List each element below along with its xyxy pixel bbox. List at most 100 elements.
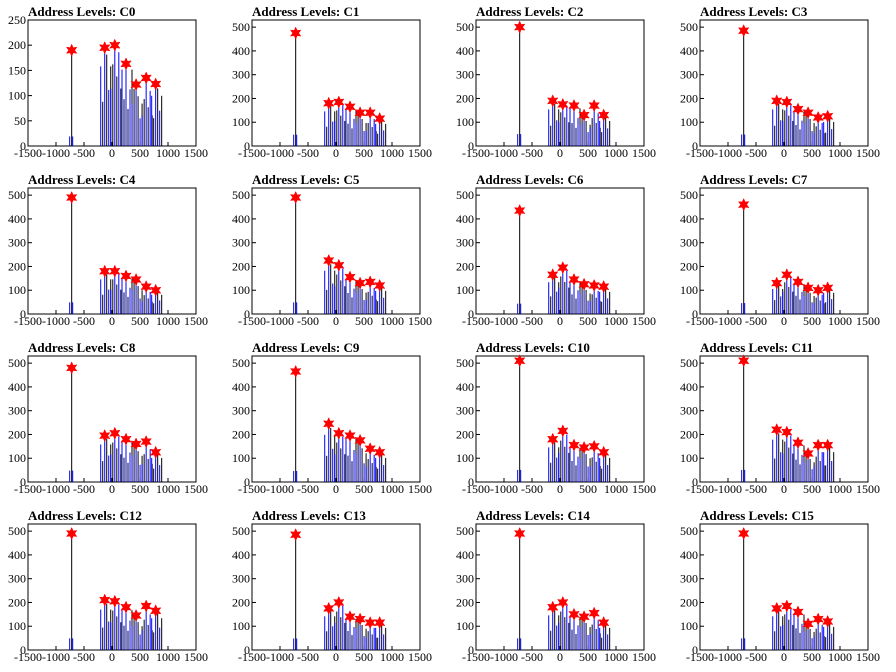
plot-frame (699, 19, 869, 147)
plot-frame (27, 355, 197, 483)
peak-cluster (517, 533, 522, 650)
peak-marker (781, 425, 793, 439)
peak-cluster (141, 74, 153, 146)
peak-marker (781, 599, 793, 613)
peak-cluster (782, 603, 794, 650)
chart-title: Address Levels: C11 (700, 340, 814, 355)
chart-panel-11: 0 100 200 300 400 500 -1500 -1000 -500 0 500 1000 15… (672, 336, 896, 504)
y-tick-label: 200 (232, 427, 250, 441)
peak-marker (578, 108, 590, 122)
y-tick-label: 500 (232, 356, 250, 370)
peak-cluster (355, 438, 367, 482)
y-tick-label: 300 (8, 236, 26, 250)
x-tick-label: -1000 (42, 314, 70, 328)
y-tick-label: 100 (456, 283, 474, 297)
peak-marker (65, 526, 78, 541)
peak-marker (568, 272, 580, 287)
x-tick-label: -1000 (266, 650, 294, 664)
peak-marker (344, 270, 356, 284)
peak-marker (737, 24, 750, 38)
peak-cluster (293, 33, 298, 146)
y-tick-label: 0 (468, 307, 474, 321)
y-tick-label: 0 (244, 139, 250, 153)
peak-marker (546, 268, 559, 282)
x-tick-label: -1000 (266, 146, 294, 160)
x-tick-label: 1500 (632, 650, 656, 664)
plot-frame (251, 19, 421, 147)
y-tick-label: 300 (680, 404, 698, 418)
x-tick-label: 500 (131, 482, 149, 496)
y-tick-label: 0 (692, 307, 698, 321)
x-tick-label: -1000 (714, 650, 742, 664)
y-tick-label: 100 (680, 451, 698, 465)
chart-svg: 0 100 200 300 400 500 -1500 -1000 -500 0 500 1000 15… (8, 523, 208, 664)
x-tick-label: 1500 (856, 482, 880, 496)
chart-title: Address Levels: C3 (700, 4, 808, 19)
peak-marker (546, 94, 559, 108)
peak-marker (597, 280, 610, 294)
y-tick-label: 500 (8, 356, 26, 370)
plot-frame (251, 187, 421, 315)
peak-marker (109, 426, 121, 440)
plot-frame (251, 523, 421, 651)
peak-marker (802, 281, 814, 295)
chart-svg: 0 100 200 300 400 500 -1500 -1000 -500 0 500 1000 15… (232, 523, 432, 664)
peak-marker (792, 102, 804, 116)
plot-frame (475, 187, 645, 315)
peak-cluster (334, 600, 346, 650)
chart-svg: 0 100 200 300 400 500 -1500 -1000 -500 0 500 1000 15… (680, 19, 880, 160)
x-tick-label: 1500 (408, 650, 432, 664)
x-tick-label: -500 (521, 650, 543, 664)
peak-marker (149, 283, 162, 297)
y-tick-label: 0 (244, 475, 250, 489)
x-tick-label: 0 (109, 146, 115, 160)
y-tick-label: 200 (456, 427, 474, 441)
peak-cluster (741, 30, 746, 146)
chart-title: Address Levels: C2 (476, 4, 584, 19)
peak-cluster (121, 437, 133, 482)
x-tick-label: 500 (579, 314, 597, 328)
peak-marker (109, 264, 121, 278)
peak-marker (109, 594, 121, 608)
peak-marker (568, 607, 580, 621)
chart-svg: 0 100 200 300 400 500 -1500 -1000 -500 0 500 1000 15… (680, 523, 880, 664)
peak-cluster (293, 371, 298, 482)
y-tick-label: 400 (232, 212, 250, 226)
chart-title: Address Levels: C12 (28, 508, 142, 523)
chart-panel-13: 0 100 200 300 400 500 -1500 -1000 -500 0 500 1000 15… (224, 504, 448, 672)
x-tick-label: 0 (333, 146, 339, 160)
y-tick-label: 400 (456, 44, 474, 58)
x-tick-label: 1000 (156, 146, 180, 160)
x-tick-label: 0 (557, 650, 563, 664)
peak-marker (109, 38, 121, 52)
peak-marker (354, 433, 366, 448)
x-tick-label: 1000 (380, 650, 404, 664)
plot-frame (475, 19, 645, 147)
y-tick-label: 100 (232, 619, 250, 633)
peak-marker (98, 593, 111, 607)
y-tick-label: 100 (456, 619, 474, 633)
peak-marker (373, 278, 386, 293)
y-tick-label: 200 (232, 259, 250, 273)
peak-marker (289, 190, 302, 205)
chart-title: Address Levels: C6 (476, 172, 584, 187)
y-tick-label: 200 (232, 91, 250, 105)
y-tick-label: 0 (692, 139, 698, 153)
chart-svg: 0 100 200 300 400 500 -1500 -1000 -500 0 500 1000 15… (456, 187, 656, 328)
peak-marker (140, 599, 152, 613)
x-tick-label: -1500 (462, 314, 490, 328)
peak-cluster (548, 98, 560, 146)
x-tick-label: -1500 (686, 482, 714, 496)
x-tick-label: 1500 (184, 146, 208, 160)
x-tick-label: 1000 (604, 314, 628, 328)
chart-panel-6: 0 100 200 300 400 500 -1500 -1000 -500 0 500 1000 15… (448, 168, 672, 336)
y-tick-label: 300 (232, 68, 250, 82)
y-tick-label: 500 (456, 524, 474, 538)
x-tick-label: -1000 (490, 314, 518, 328)
peak-cluster (558, 102, 570, 146)
peak-cluster (741, 533, 746, 650)
y-tick-label: 100 (456, 451, 474, 465)
x-tick-label: -500 (73, 482, 95, 496)
chart-svg: 0 100 200 300 400 500 -1500 -1000 -500 0 500 1000 15… (8, 187, 208, 328)
y-tick-label: 500 (456, 188, 474, 202)
